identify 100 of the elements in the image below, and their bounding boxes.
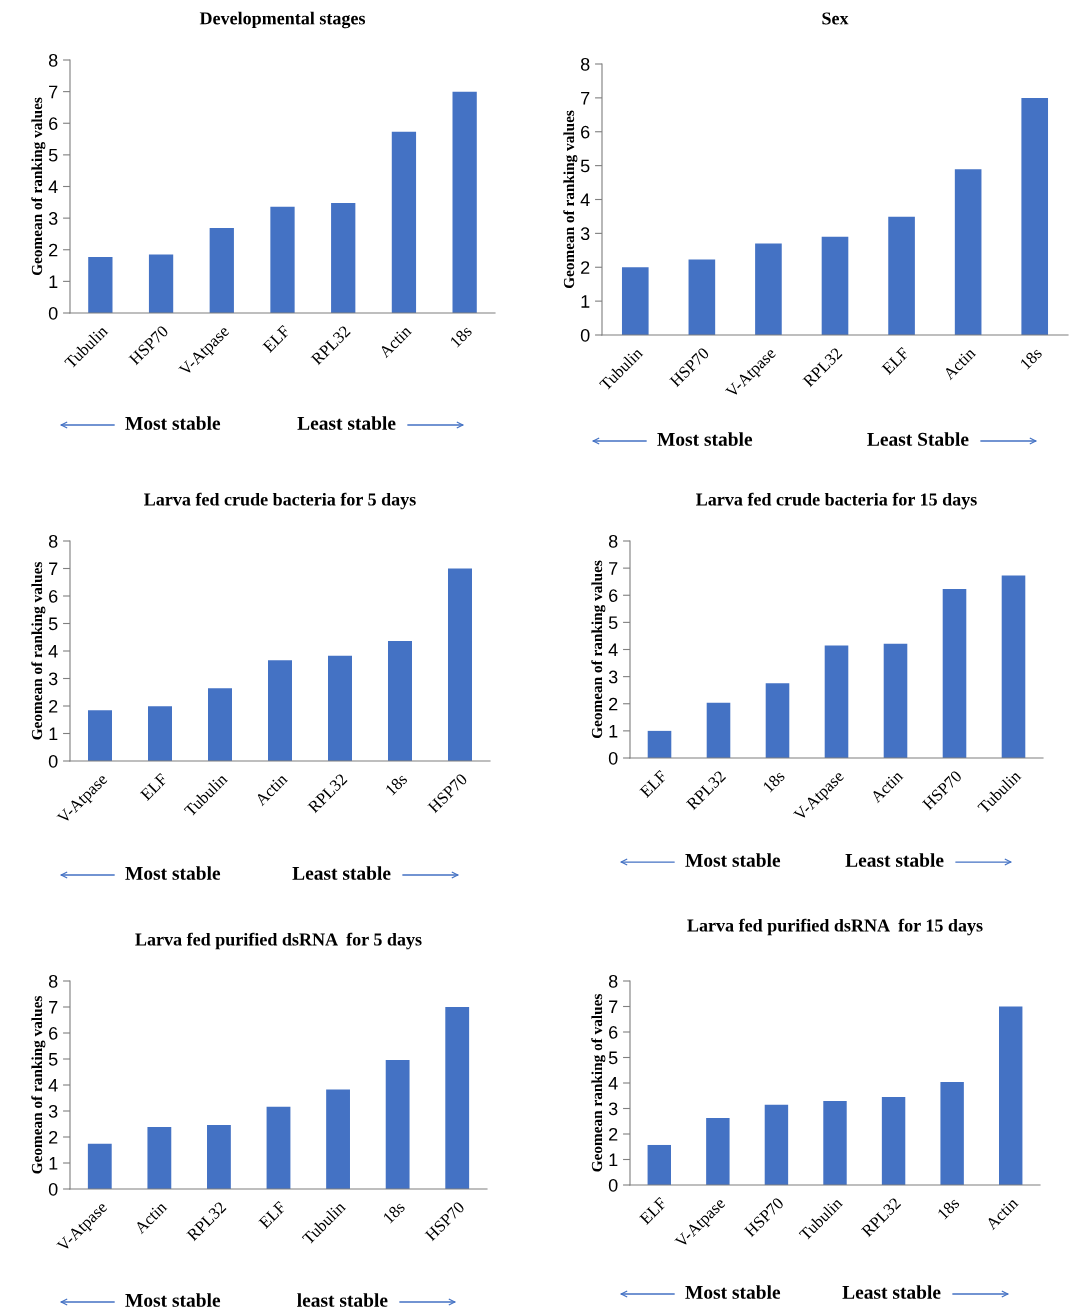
y-tick-label: 6 <box>609 589 618 602</box>
y-tick-label: 4 <box>48 1079 58 1092</box>
x-tick-label: ELF <box>139 773 168 801</box>
x-tick-label: ELF <box>258 1201 287 1229</box>
bar <box>452 91 477 313</box>
y-tick-label: 4 <box>48 180 58 194</box>
bar <box>270 206 295 313</box>
text: Least stable <box>842 1285 941 1299</box>
y-tick-label: 3 <box>608 1102 618 1116</box>
bar <box>88 710 112 761</box>
y-tick-label: 0 <box>608 1178 618 1192</box>
chart-title: Larva fed crude bacteria for 15 days <box>696 492 977 510</box>
bar <box>148 254 174 313</box>
bar <box>445 1007 470 1189</box>
text: least stable <box>297 1293 388 1307</box>
chart-title: Developmental stages <box>199 11 366 29</box>
y-tick-label: 6 <box>49 1026 58 1040</box>
y-tick-label: 7 <box>609 1000 618 1014</box>
bar <box>266 1106 291 1189</box>
y-tick-label: 7 <box>49 562 58 576</box>
bar <box>1001 575 1026 758</box>
y-tick-label: 4 <box>608 643 618 657</box>
y-tick-label: 6 <box>609 1025 618 1039</box>
bar <box>391 131 417 313</box>
bar <box>823 1101 847 1185</box>
y-tick-label: 4 <box>48 645 58 658</box>
bar <box>824 645 849 758</box>
y-tick-label: 0 <box>48 754 58 768</box>
y-axis-title: Geomean ranking of values <box>591 994 606 1172</box>
bar <box>881 1097 906 1185</box>
y-tick-label: 4 <box>580 193 590 207</box>
y-tick-label: 0 <box>48 306 58 320</box>
y-tick-label: 8 <box>48 534 58 548</box>
bar <box>385 1060 410 1189</box>
y-tick-label: 1 <box>49 727 58 741</box>
y-tick-label: 0 <box>48 1182 58 1196</box>
bar <box>999 1006 1023 1185</box>
bar <box>647 1144 671 1185</box>
y-tick-label: 2 <box>49 699 58 713</box>
y-axis-title: Geomean of ranking values <box>31 996 46 1174</box>
bar <box>326 1089 350 1189</box>
y-tick-label: 3 <box>48 1104 58 1118</box>
bar <box>888 216 915 335</box>
text: Least stable <box>845 853 944 867</box>
bar <box>940 1081 964 1185</box>
chart-title: Larva fed crude bacteria for 5 days <box>144 492 416 510</box>
bar <box>954 169 982 335</box>
y-tick-label: 5 <box>48 1053 58 1066</box>
y-tick-label: 8 <box>608 534 618 548</box>
bar <box>208 688 232 761</box>
y-tick-label: 8 <box>48 53 58 67</box>
x-tick-label: 18s <box>762 769 786 793</box>
y-tick-label: 0 <box>608 751 618 765</box>
bar <box>706 702 731 758</box>
x-tick-label: ELF <box>639 770 668 798</box>
x-tick-label: ELF <box>881 347 910 375</box>
bar <box>328 655 352 761</box>
bar <box>88 257 113 313</box>
bar <box>706 1117 730 1185</box>
x-tick-label: 18s <box>937 1196 961 1220</box>
bar <box>209 227 234 313</box>
y-axis-title: Geomean of ranking values <box>31 97 46 276</box>
x-tick-label: ELF <box>639 1197 668 1225</box>
bar <box>688 259 716 335</box>
bar <box>268 660 292 761</box>
y-tick-label: 5 <box>608 616 618 630</box>
y-tick-label: 8 <box>608 974 618 988</box>
text: Most stable <box>125 416 221 430</box>
y-tick-label: 7 <box>49 1001 58 1014</box>
bar <box>207 1125 231 1189</box>
text: Least stable <box>297 416 396 430</box>
x-tick-label: 18s <box>382 1200 406 1224</box>
text: Least Stable <box>867 432 969 446</box>
chart-title: Larva fed purified dsRNA for 15 days <box>687 918 983 936</box>
bar <box>755 243 782 335</box>
y-tick-label: 5 <box>580 159 590 173</box>
y-tick-label: 8 <box>48 974 58 988</box>
y-axis-title: Geomean of ranking values <box>591 560 606 739</box>
y-tick-label: 2 <box>49 243 58 257</box>
chart-title: Sex <box>822 12 849 25</box>
x-tick-label: 18s <box>385 772 408 796</box>
y-tick-label: 4 <box>608 1077 618 1090</box>
y-tick-label: 2 <box>609 1127 618 1141</box>
y-axis-title: Geomean of ranking values <box>563 110 578 289</box>
bar <box>448 568 472 761</box>
y-tick-label: 0 <box>580 328 590 342</box>
y-tick-label: 2 <box>49 1130 58 1144</box>
y-tick-label: 7 <box>581 92 590 105</box>
y-tick-label: 2 <box>581 261 590 274</box>
bar <box>821 236 849 335</box>
y-tick-label: 7 <box>49 85 58 99</box>
y-axis-title: Geomean of ranking values <box>31 562 46 740</box>
bar <box>621 267 649 335</box>
y-tick-label: 3 <box>48 212 58 225</box>
y-tick-label: 3 <box>48 672 58 686</box>
text: Most stable <box>125 1293 221 1307</box>
bar <box>647 730 672 758</box>
text: Most stable <box>685 853 781 867</box>
chart-title: Larva fed purified dsRNA for 5 days <box>135 932 422 950</box>
y-tick-label: 7 <box>609 562 618 575</box>
